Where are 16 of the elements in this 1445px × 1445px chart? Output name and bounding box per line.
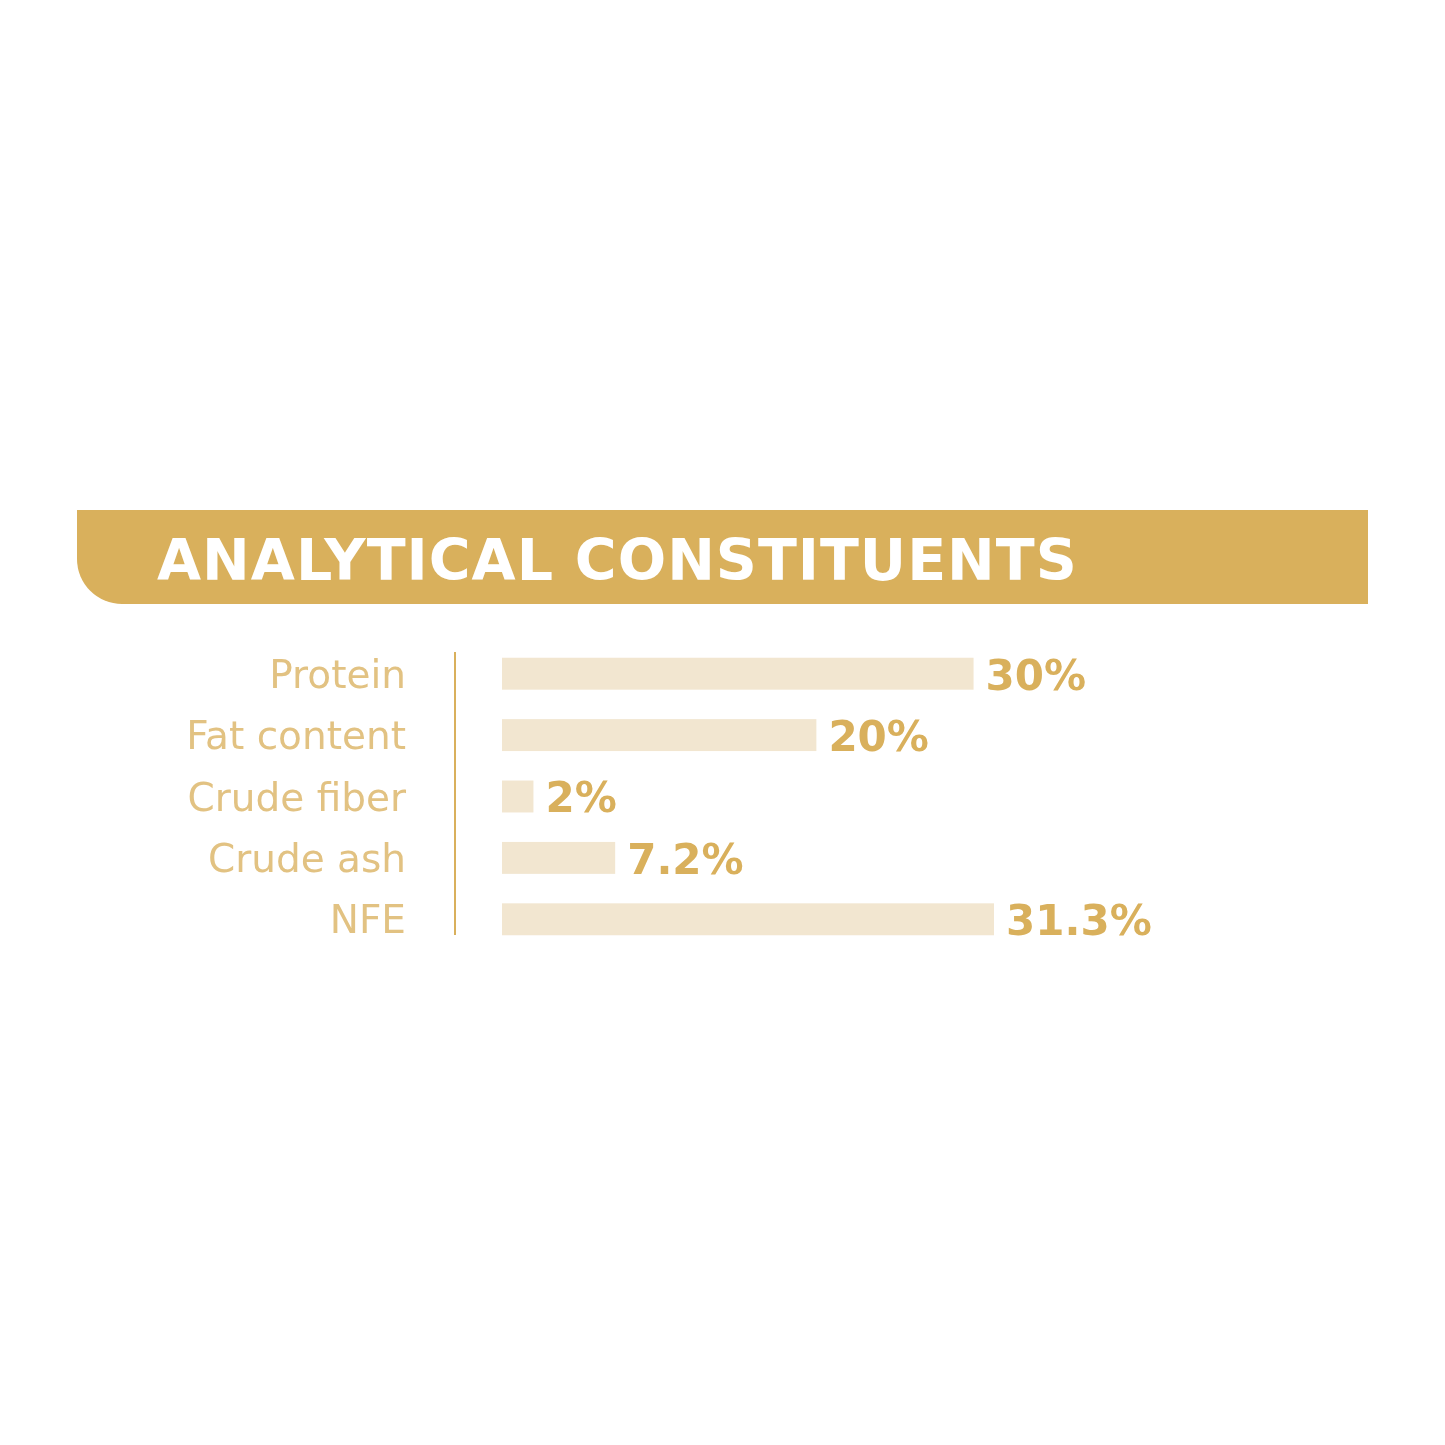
y-tick-label: NFE	[329, 897, 406, 943]
chart-title: ANALYTICAL CONSTITUENTS	[157, 527, 1078, 593]
y-tick-label: Crude fiber	[187, 774, 407, 820]
data-label: 2%	[545, 773, 617, 823]
data-label: 7.2%	[627, 834, 744, 884]
bar	[502, 780, 534, 813]
bar	[502, 903, 994, 936]
bar	[502, 719, 817, 752]
data-label: 31.3%	[1006, 896, 1152, 946]
bar	[502, 657, 974, 690]
y-tick-label: Crude ash	[207, 835, 406, 881]
bar	[502, 841, 616, 874]
y-tick-label: Protein	[269, 651, 406, 697]
data-label: 30%	[985, 650, 1087, 700]
data-label: 20%	[828, 712, 929, 762]
y-tick-label: Fat content	[186, 713, 406, 759]
